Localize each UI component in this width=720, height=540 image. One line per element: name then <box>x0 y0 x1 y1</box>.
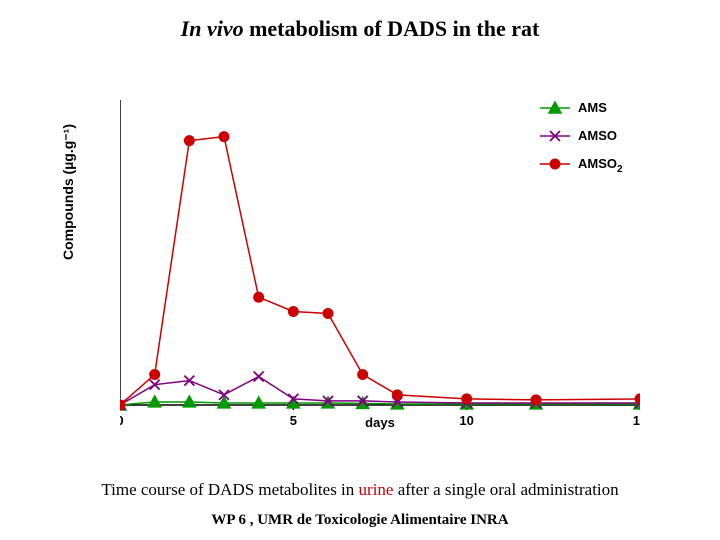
svg-text:AMS: AMS <box>578 100 607 115</box>
svg-text:days: days <box>365 415 395 430</box>
svg-text:AMSO2: AMSO2 <box>578 156 623 175</box>
y-axis-label: Compounds (µg.g⁻¹) <box>60 124 77 260</box>
caption-post: after a single oral administration <box>393 480 618 499</box>
page-title: In vivo metabolism of DADS in the rat <box>0 16 720 42</box>
footer-text: WP 6 , UMR de Toxicologie Alimentaire IN… <box>0 512 720 529</box>
svg-text:AMSO: AMSO <box>578 128 617 143</box>
svg-text:5: 5 <box>290 413 297 428</box>
caption: Time course of DADS metabolites in urine… <box>0 480 720 500</box>
chart-area: 051015051015daysAMSAMSOAMSO2 <box>120 100 640 430</box>
svg-text:0: 0 <box>120 413 124 428</box>
caption-urine: urine <box>359 480 394 499</box>
title-italic: In vivo <box>181 16 244 41</box>
page-container: In vivo metabolism of DADS in the rat Co… <box>0 0 720 540</box>
caption-pre: Time course of DADS metabolites in <box>101 480 358 499</box>
chart-svg: 051015051015daysAMSAMSOAMSO2 <box>120 100 640 460</box>
svg-text:15: 15 <box>633 413 640 428</box>
svg-text:10: 10 <box>459 413 473 428</box>
title-rest: metabolism of DADS in the rat <box>244 16 540 41</box>
